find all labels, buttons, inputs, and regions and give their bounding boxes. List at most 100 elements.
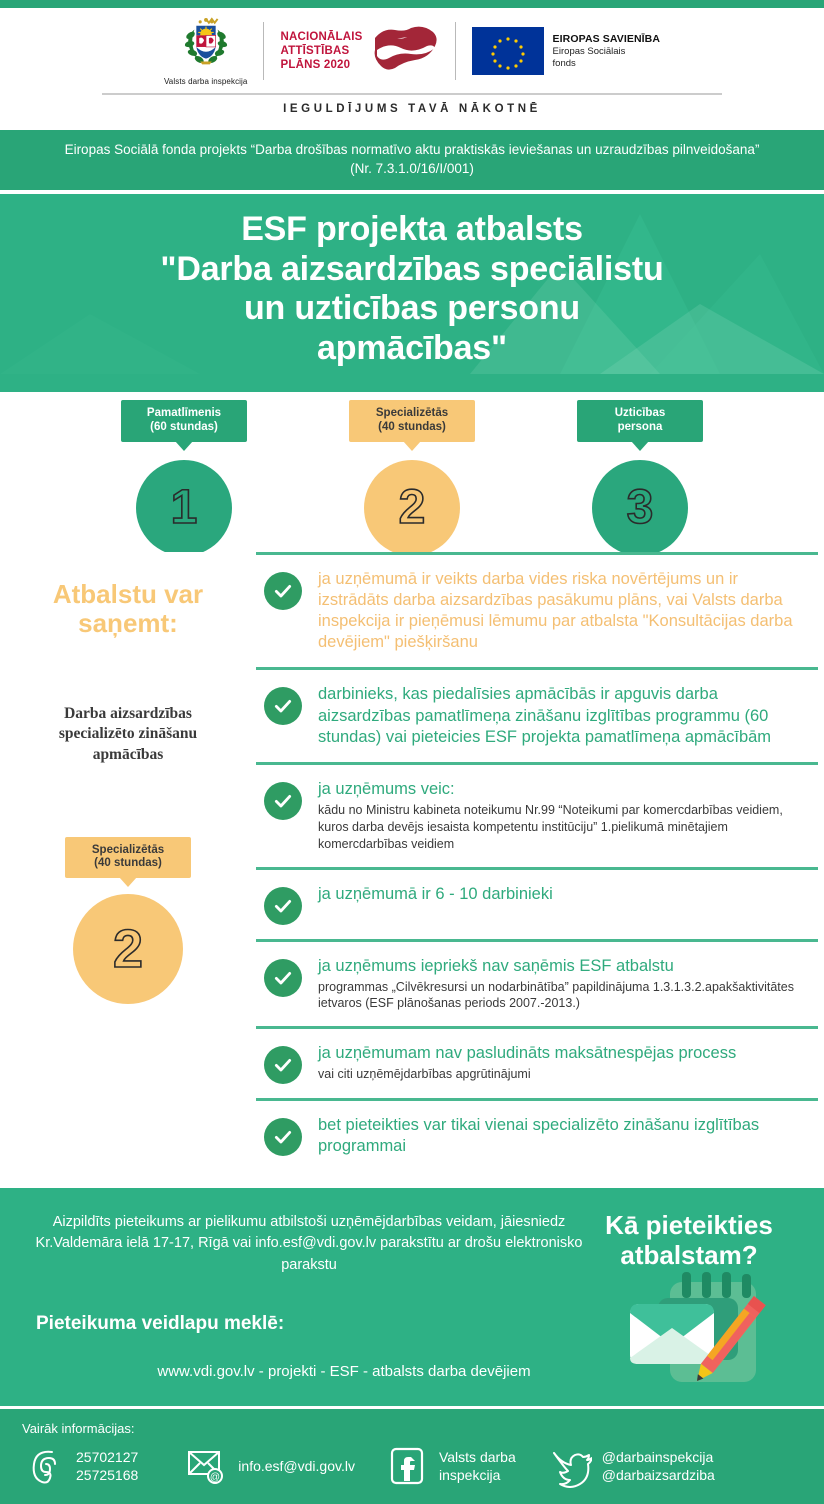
level-tag-2-line-2: (40 stundas)	[378, 420, 446, 433]
footer-twitter[interactable]: @darbainspekcija @darbaizsardziba	[548, 1444, 715, 1488]
check-circle-icon	[264, 572, 302, 610]
latvia-coat-of-arms-icon	[177, 16, 235, 76]
sidebar-level-item: Specializētās (40 stundas) 2	[16, 836, 240, 1005]
logo-row: Valsts darba inspekcija NACIONĀLAIS ATTĪ…	[164, 16, 660, 86]
vdi-logo: Valsts darba inspekcija	[164, 16, 248, 86]
training-levels: Pamatlīmenis (60 stundas) 1 Specializētā…	[0, 392, 824, 556]
footer-phone-line-1: 25702127	[76, 1448, 139, 1465]
svg-text:@: @	[210, 1472, 220, 1483]
facebook-icon[interactable]	[385, 1444, 429, 1488]
eu-title: EIROPAS SAVIENĪBA	[552, 32, 661, 45]
footer-twitter-line-1: @darbainspekcija	[601, 1448, 714, 1465]
footer-facebook-line-2: inspekcija	[438, 1466, 501, 1483]
criteria-list: ja uzņēmumā ir veikts darba vides riska …	[256, 552, 824, 1172]
check-circle-icon	[264, 886, 302, 925]
apply-url[interactable]: www.vdi.gov.lv - projekti - ESF - atbals…	[157, 1362, 531, 1380]
criteria-text: ja uzņēmumā ir 6 - 10 darbinieki	[318, 884, 806, 905]
investment-slogan: IEGULDĪJUMS TAVĀ NĀKOTNĒ	[283, 103, 541, 115]
checkmark-icon	[274, 700, 292, 713]
criteria-text: darbinieks, kas piedalīsies apmācībās ir…	[318, 684, 806, 747]
eu-subtitle-line-2: fonds	[552, 57, 576, 69]
phone-icon	[22, 1444, 66, 1488]
level-tag-1-line-1: Pamatlīmenis	[146, 407, 222, 419]
project-subtitle: Eiropas Sociālā fonda projekts “Darba dr…	[0, 130, 824, 193]
criteria-lead: ja uzņēmumam nav pasludināts maksātnespē…	[318, 1044, 737, 1063]
criteria-lead: ja uzņēmumā ir veikts darba vides riska …	[318, 570, 793, 652]
level-tag-2: Specializētās (40 stundas)	[349, 400, 475, 442]
apply-question: Kā pieteikties atbalstam?	[580, 1210, 798, 1270]
twitter-bird-icon[interactable]	[548, 1444, 593, 1488]
sidebar-level-tag: Specializētās (40 stundas)	[65, 836, 191, 879]
footer-twitter-handles[interactable]: @darbainspekcija @darbaizsardziba	[602, 1448, 715, 1484]
criteria-item: ja uzņēmums iepriekš nav saņēmis ESF atb…	[256, 942, 818, 1030]
criteria-item: ja uzņēmumā ir 6 - 10 darbinieki	[256, 870, 818, 942]
eu-flag-icon	[471, 27, 544, 75]
level-item-2: Specializētās (40 stundas) 2	[332, 400, 492, 556]
sidebar-subheading-line-1: Darba aizsardzības	[64, 705, 192, 723]
main-content: Atbalstu var saņemt: Darba aizsardzības …	[0, 552, 824, 1188]
check-circle-icon	[264, 1118, 302, 1157]
checkmark-icon	[274, 1059, 292, 1072]
title-background-pattern	[0, 214, 824, 375]
page-title: ESF projekta atbalsts "Darba aizsardzība…	[40, 210, 784, 368]
footer-divider	[0, 1405, 824, 1409]
checkmark-icon	[274, 971, 292, 984]
check-circle-icon	[264, 687, 302, 726]
level-tag-3-line-1: Uzticības	[614, 407, 666, 419]
sidebar-level-tag-line-2: (40 stundas)	[94, 857, 162, 870]
sidebar-subheading: Darba aizsardzības specializēto zināšanu…	[16, 704, 240, 764]
level-tag-2-line-1: Specializētās	[375, 407, 449, 419]
sidebar-heading-line-1: Atbalstu var	[52, 579, 204, 609]
level-tag-1-line-2: (60 stundas)	[150, 420, 218, 433]
check-circle-icon	[264, 1046, 302, 1085]
footer-contacts-row: 25702127 25725168 @ info.esf@vdi.gov.lv	[22, 1444, 802, 1488]
page-title-line-2: "Darba aizsardzības speciālistu	[160, 249, 664, 288]
level-circle-2: 2	[364, 459, 460, 556]
sidebar-heading-line-2: saņemt:	[78, 608, 178, 639]
latvia-flag-map-icon	[369, 20, 439, 82]
sidebar-heading: Atbalstu var saņemt:	[16, 579, 240, 639]
footer-more-info-label: Vairāk informācijas:	[22, 1420, 135, 1436]
sidebar-subheading-line-3: apmācības	[92, 745, 164, 763]
criteria-lead: ja uzņēmumā ir 6 - 10 darbinieki	[318, 884, 553, 903]
checkmark-icon	[274, 899, 292, 912]
eu-logo-labels: EIROPAS SAVIENĪBA Eiropas Sociālais fond…	[553, 33, 661, 70]
checkmark-icon	[274, 1131, 292, 1144]
page-title-line-3: un uzticības personu	[243, 289, 581, 328]
criteria-item: ja uzņēmumā ir veikts darba vides riska …	[256, 555, 818, 671]
footer-facebook-name[interactable]: Valsts darba inspekcija	[439, 1448, 516, 1484]
sidebar-subheading-line-2: specializēto zināšanu	[58, 725, 198, 743]
criteria-note: kādu no Ministru kabineta noteikumu Nr.9…	[318, 802, 783, 851]
level-tag-3: Uzticības persona	[577, 400, 703, 442]
apply-find-label: Pieteikuma veidlapu meklē:	[36, 1312, 285, 1334]
page-title-line-4: apmācības"	[317, 328, 507, 367]
footer-facebook[interactable]: Valsts darba inspekcija	[385, 1444, 516, 1488]
title-banner: ESF projekta atbalsts "Darba aizsardzība…	[0, 192, 824, 392]
checkmark-icon	[274, 794, 292, 808]
footer-twitter-line-2: @darbaizsardziba	[601, 1466, 715, 1483]
level-item-1: Pamatlīmenis (60 stundas) 1	[104, 400, 264, 556]
level-item-3: Uzticības persona 3	[560, 400, 720, 556]
criteria-text: ja uzņēmumam nav pasludināts maksātnespē…	[318, 1043, 806, 1083]
apply-address: Aizpildīts pieteikums ar pielikumu atbil…	[35, 1213, 583, 1274]
criteria-item: darbinieks, kas piedalīsies apmācībās ir…	[256, 670, 818, 765]
vdi-logo-caption: Valsts darba inspekcija	[163, 77, 248, 86]
ndp-line-2: ATTĪSTĪBAS	[280, 44, 350, 57]
ndp-logo-text: NACIONĀLAIS ATTĪSTĪBAS PLĀNS 2020	[280, 30, 362, 72]
apply-question-line-2: atbalstam?	[620, 1239, 758, 1270]
criteria-lead: bet pieteikties var tikai vienai special…	[318, 1116, 760, 1156]
ndp-logo: NACIONĀLAIS ATTĪSTĪBAS PLĀNS 2020	[280, 20, 438, 82]
ndp-line-1: NACIONĀLAIS	[280, 30, 363, 43]
top-accent-strip	[0, 0, 824, 8]
logo-divider-1	[263, 22, 265, 80]
email-envelope-icon: @	[184, 1444, 228, 1488]
check-circle-icon	[264, 781, 302, 820]
logo-divider-2	[454, 22, 456, 80]
footer-email-address[interactable]: info.esf@vdi.gov.lv	[238, 1457, 355, 1474]
criteria-list-top-rule	[256, 552, 818, 555]
criteria-note: vai citi uzņēmējdarbības apgrūtinājumi	[318, 1067, 531, 1082]
apply-question-line-1: Kā pieteikties	[605, 1209, 773, 1240]
level-circle-3: 3	[592, 459, 688, 556]
check-circle-icon	[264, 958, 302, 997]
level-circle-1: 1	[136, 459, 232, 556]
